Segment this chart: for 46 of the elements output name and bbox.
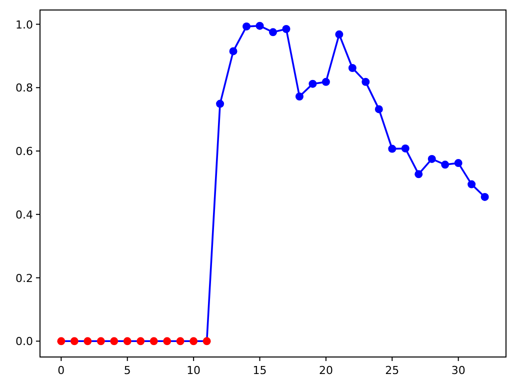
point	[374, 105, 383, 114]
point	[150, 337, 158, 346]
point	[414, 170, 423, 178]
point	[295, 92, 304, 101]
y-tick-label: 0.8	[16, 82, 33, 95]
point	[216, 100, 224, 108]
x-tick-label: 10	[186, 364, 201, 377]
point	[335, 30, 344, 38]
y-tick-label: 0.4	[16, 208, 33, 222]
point	[308, 80, 317, 88]
point	[256, 22, 264, 30]
point	[480, 192, 489, 201]
point	[242, 22, 251, 30]
y-tick-label: 0.6	[16, 145, 33, 158]
point	[269, 28, 277, 36]
point	[362, 78, 370, 86]
point	[282, 25, 290, 34]
y-tick-label: 1.0	[16, 18, 33, 32]
point	[348, 64, 356, 72]
point	[84, 337, 92, 346]
x-tick-label: 0	[58, 364, 65, 377]
point	[202, 337, 211, 346]
y-tick-label: 0.2	[16, 272, 33, 285]
point	[96, 337, 105, 346]
y-tick-label: 0.0	[16, 335, 33, 348]
x-tick-label: 15	[252, 364, 267, 377]
point	[401, 144, 410, 152]
point	[322, 78, 330, 86]
point	[388, 144, 396, 153]
point	[454, 159, 462, 168]
x-tick-label: 5	[124, 364, 131, 377]
point	[123, 337, 132, 346]
x-tick-label: 20	[318, 364, 333, 377]
point	[190, 337, 198, 346]
x-tick-label: 25	[385, 364, 400, 377]
point	[136, 337, 145, 346]
x-tick-label: 30	[451, 364, 466, 377]
point	[110, 337, 118, 346]
point	[441, 160, 450, 169]
point	[468, 180, 476, 188]
point	[163, 337, 172, 346]
point	[176, 337, 184, 346]
point	[229, 47, 238, 56]
point	[428, 154, 436, 163]
point	[70, 337, 78, 346]
point	[57, 337, 66, 346]
